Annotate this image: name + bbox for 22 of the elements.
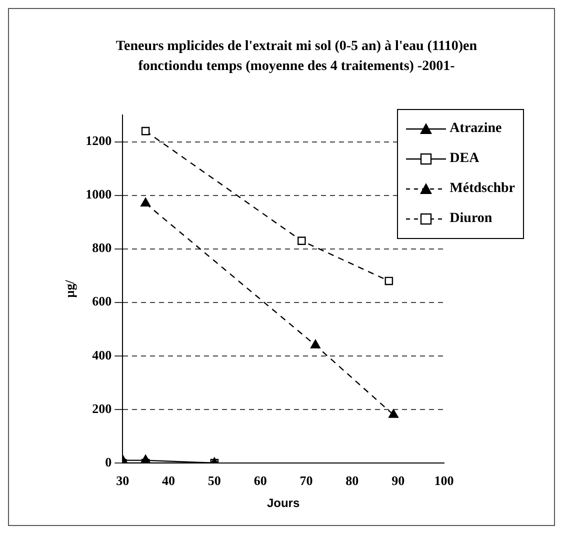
x-tick-label: 60	[254, 473, 267, 488]
y-tick-label: 0	[105, 454, 112, 470]
legend-label: DEA	[450, 151, 480, 167]
legend-label: Métdschbr	[450, 181, 515, 197]
x-tick-label: 90	[392, 473, 405, 488]
x-tick-label: 30	[116, 473, 130, 488]
y-tick-label: 600	[92, 294, 112, 309]
x-tick-label: 80	[346, 473, 359, 488]
y-tick-label: 1200	[86, 133, 112, 148]
x-axis-title: Jours	[266, 496, 300, 510]
y-tick-label: 1000	[86, 186, 112, 202]
legend-label: Diuron	[450, 211, 492, 227]
x-tick-label: 50	[208, 473, 221, 488]
chart-title: Teneurs mplicides de l'extrait mi sol (0-5 an) à l'eau (1110)en fonctiondu temps (moyenne des 4 traitements) -2001-	[114, 38, 478, 76]
y-tick-label: 800	[92, 240, 112, 256]
y-axis-title: µg/	[62, 280, 78, 298]
x-tick-label: 70	[300, 473, 313, 488]
y-tick-label: 200	[92, 400, 112, 416]
x-tick-label: 100	[434, 473, 454, 488]
legend-label: Atrazine	[450, 121, 502, 137]
x-tick-label: 40	[162, 473, 176, 488]
y-tick-label: 400	[92, 347, 112, 362]
